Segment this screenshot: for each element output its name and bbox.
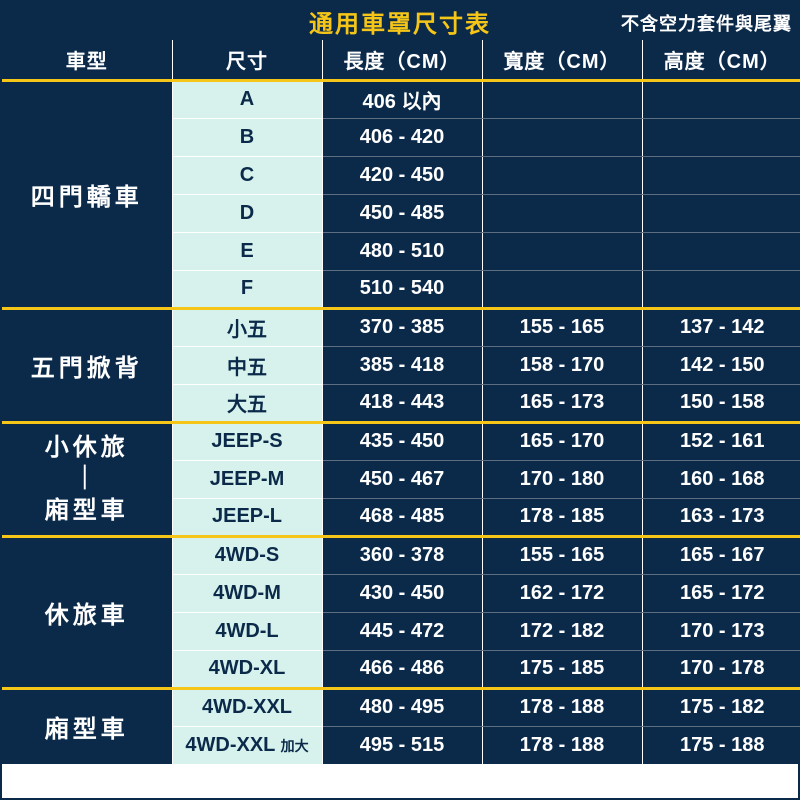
height-cell [642,118,800,156]
height-cell: 170 - 178 [642,650,800,688]
length-cell: 480 - 510 [322,232,482,270]
title-sub: 不含空力套件與尾翼 [621,10,792,36]
col-length: 長度（CM） [322,40,482,80]
width-cell: 155 - 165 [482,536,642,574]
length-cell: 418 - 443 [322,384,482,422]
size-cell: A [172,80,322,118]
length-cell: 468 - 485 [322,498,482,536]
height-cell [642,194,800,232]
width-cell: 165 - 173 [482,384,642,422]
size-cell: 4WD-XXL [172,688,322,726]
width-cell: 178 - 185 [482,498,642,536]
length-cell: 445 - 472 [322,612,482,650]
size-cell: F [172,270,322,308]
size-cell: B [172,118,322,156]
width-cell: 155 - 165 [482,308,642,346]
size-cell: 4WD-L [172,612,322,650]
width-cell [482,270,642,308]
size-cell: E [172,232,322,270]
width-cell: 170 - 180 [482,460,642,498]
width-cell: 175 - 185 [482,650,642,688]
height-cell: 152 - 161 [642,422,800,460]
category-cell: 小休旅｜廂型車 [2,422,172,536]
length-cell: 385 - 418 [322,346,482,384]
size-cell: JEEP-L [172,498,322,536]
height-cell: 170 - 173 [642,612,800,650]
table-row: 小休旅｜廂型車JEEP-S435 - 450165 - 170152 - 161 [2,422,800,460]
category-cell: 五門掀背 [2,308,172,422]
col-type: 車型 [2,40,172,80]
table-row: 五門掀背小五370 - 385155 - 165137 - 142 [2,308,800,346]
width-cell: 178 - 188 [482,726,642,764]
height-cell: 163 - 173 [642,498,800,536]
category-cell: 廂型車 [2,688,172,764]
height-cell: 165 - 167 [642,536,800,574]
car-cover-size-table: 通用車罩尺寸表 不含空力套件與尾翼 車型 尺寸 長度（CM） 寬度（CM） 高度… [0,0,800,800]
width-cell: 178 - 188 [482,688,642,726]
size-cell: 大五 [172,384,322,422]
width-cell: 162 - 172 [482,574,642,612]
category-cell: 四門轎車 [2,80,172,308]
length-cell: 430 - 450 [322,574,482,612]
height-cell: 150 - 158 [642,384,800,422]
size-cell: 小五 [172,308,322,346]
size-cell: JEEP-M [172,460,322,498]
length-cell: 435 - 450 [322,422,482,460]
col-width: 寬度（CM） [482,40,642,80]
width-cell [482,232,642,270]
size-cell: 中五 [172,346,322,384]
length-cell: 406 - 420 [322,118,482,156]
size-table: 車型 尺寸 長度（CM） 寬度（CM） 高度（CM） 四門轎車A406 以內B4… [2,40,800,764]
width-cell: 172 - 182 [482,612,642,650]
width-cell [482,194,642,232]
size-cell: 4WD-M [172,574,322,612]
size-cell: JEEP-S [172,422,322,460]
height-cell [642,270,800,308]
height-cell: 142 - 150 [642,346,800,384]
width-cell [482,118,642,156]
size-cell: 4WD-XL [172,650,322,688]
table-row: 休旅車4WD-S360 - 378155 - 165165 - 167 [2,536,800,574]
height-cell: 165 - 172 [642,574,800,612]
height-cell: 137 - 142 [642,308,800,346]
table-row: 廂型車4WD-XXL480 - 495178 - 188175 - 182 [2,688,800,726]
height-cell: 160 - 168 [642,460,800,498]
size-cell: C [172,156,322,194]
header-row: 車型 尺寸 長度（CM） 寬度（CM） 高度（CM） [2,40,800,80]
title-bar: 通用車罩尺寸表 不含空力套件與尾翼 [2,2,798,40]
length-cell: 495 - 515 [322,726,482,764]
height-cell [642,232,800,270]
length-cell: 420 - 450 [322,156,482,194]
length-cell: 510 - 540 [322,270,482,308]
height-cell [642,80,800,118]
length-cell: 406 以內 [322,80,482,118]
size-cell: 4WD-XXL 加大 [172,726,322,764]
category-cell: 休旅車 [2,536,172,688]
title-main: 通用車罩尺寸表 [309,4,491,39]
length-cell: 450 - 467 [322,460,482,498]
height-cell [642,156,800,194]
height-cell: 175 - 182 [642,688,800,726]
length-cell: 480 - 495 [322,688,482,726]
width-cell [482,80,642,118]
length-cell: 360 - 378 [322,536,482,574]
height-cell: 175 - 188 [642,726,800,764]
col-height: 高度（CM） [642,40,800,80]
width-cell [482,156,642,194]
length-cell: 450 - 485 [322,194,482,232]
table-row: 四門轎車A406 以內 [2,80,800,118]
length-cell: 370 - 385 [322,308,482,346]
size-cell: 4WD-S [172,536,322,574]
width-cell: 165 - 170 [482,422,642,460]
length-cell: 466 - 486 [322,650,482,688]
width-cell: 158 - 170 [482,346,642,384]
col-size: 尺寸 [172,40,322,80]
size-cell: D [172,194,322,232]
